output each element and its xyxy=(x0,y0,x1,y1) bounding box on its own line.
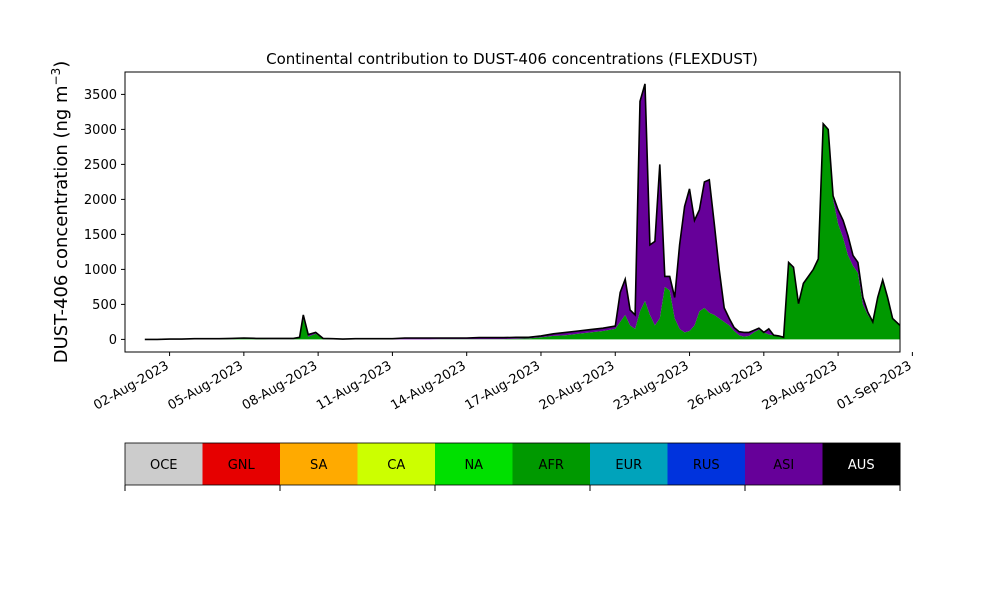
legend-swatch-sa xyxy=(280,443,358,485)
legend-swatch-rus xyxy=(667,443,746,485)
legend-label-ca: CA xyxy=(387,458,405,473)
legend-swatch-aus xyxy=(822,443,901,485)
area-asi xyxy=(144,83,901,340)
x-tick-label: 23-Aug-2023 xyxy=(611,358,691,413)
legend-swatch-afr xyxy=(512,443,591,485)
chart-title: Continental contribution to DUST-406 con… xyxy=(266,50,758,68)
y-tick-label: 3000 xyxy=(84,123,117,138)
legend-swatch-eur xyxy=(590,443,668,485)
legend-label-sa: SA xyxy=(310,458,327,473)
area-afr xyxy=(144,123,901,340)
legend-swatch-asi xyxy=(745,443,823,485)
legend-label-na: NA xyxy=(464,458,483,473)
y-tick-label: 0 xyxy=(109,333,117,348)
y-tick-label: 3500 xyxy=(84,88,117,103)
legend-label-oce: OCE xyxy=(150,458,178,473)
x-axis: 02-Aug-202305-Aug-202308-Aug-202311-Aug-… xyxy=(91,352,914,414)
legend-swatch-oce xyxy=(125,443,203,485)
y-axis: 0 500 1000 1500 2000 2500 3000 3500 xyxy=(84,88,125,348)
y-tick-label: 1500 xyxy=(84,228,117,243)
x-tick-label: 17-Aug-2023 xyxy=(463,358,543,413)
x-tick-label: 05-Aug-2023 xyxy=(166,358,246,413)
legend-label-gnl: GNL xyxy=(228,458,256,473)
x-tick-label: 01-Sep-2023 xyxy=(835,358,915,413)
legend-label-rus: RUS xyxy=(693,458,720,473)
x-tick-label: 20-Aug-2023 xyxy=(537,358,617,413)
y-tick-label: 2500 xyxy=(84,158,117,173)
x-tick-label: 02-Aug-2023 xyxy=(91,358,171,413)
region-legend: OCE GNL SA CA NA AFR EUR RUS ASI AUS xyxy=(124,442,901,491)
legend-label-eur: EUR xyxy=(615,458,642,473)
y-tick-label: 2000 xyxy=(84,193,117,208)
stacked-areas xyxy=(144,83,901,340)
x-tick-label: 26-Aug-2023 xyxy=(685,358,765,413)
legend-label-aus: AUS xyxy=(848,458,875,473)
x-tick-label: 08-Aug-2023 xyxy=(240,358,320,413)
legend-swatch-gnl xyxy=(202,443,281,485)
total-concentration-line xyxy=(144,83,901,341)
legend-label-asi: ASI xyxy=(773,458,794,473)
legend-swatch-ca xyxy=(357,443,436,485)
x-tick-label: 11-Aug-2023 xyxy=(314,358,394,413)
legend-frame xyxy=(124,442,901,486)
y-tick-label: 500 xyxy=(92,298,117,313)
legend-label-afr: AFR xyxy=(539,458,564,473)
x-tick-label: 14-Aug-2023 xyxy=(388,358,468,413)
y-axis-label: DUST-406 concentration (ng m−3) xyxy=(49,61,72,364)
y-tick-label: 1000 xyxy=(84,263,117,278)
y-axis-label-exponent: −3 xyxy=(49,68,63,86)
x-tick-label: 29-Aug-2023 xyxy=(760,358,840,413)
plot-frame xyxy=(124,71,901,353)
legend-swatch-na xyxy=(435,443,513,485)
